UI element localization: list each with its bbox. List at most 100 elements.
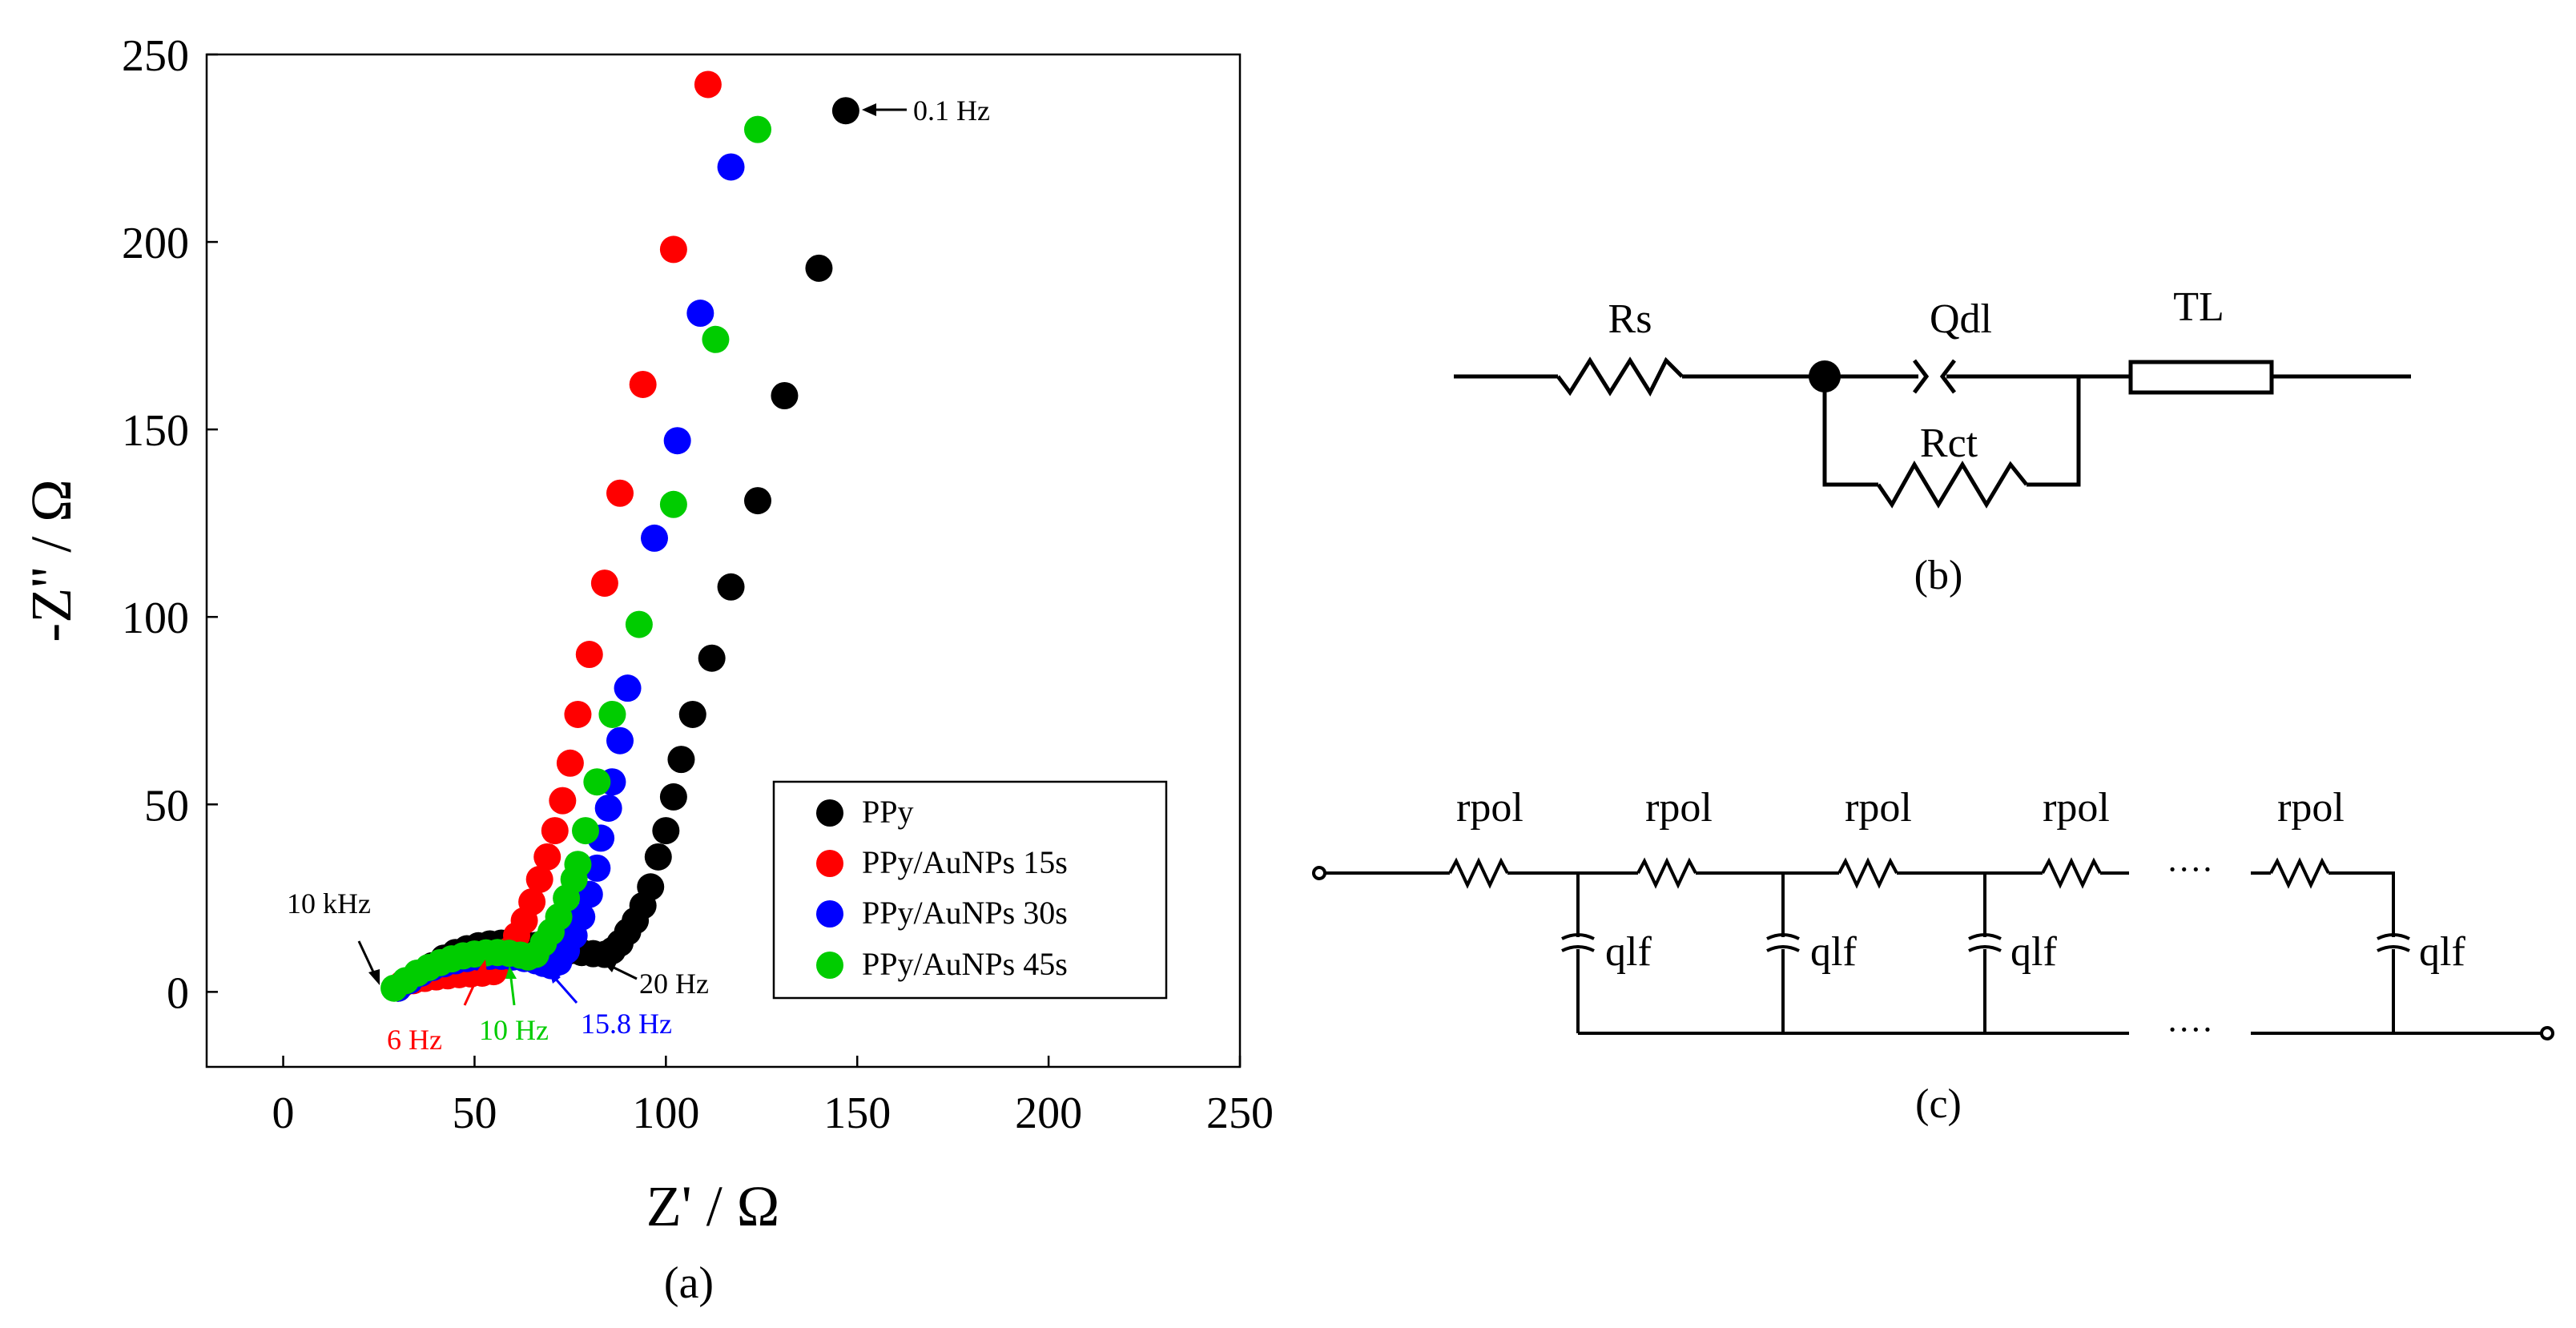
rpol-label: rpol: [2043, 785, 2110, 831]
tl-label: TL: [2173, 284, 2224, 330]
data-point: [678, 700, 706, 728]
legend-marker: [816, 799, 843, 827]
data-point: [698, 644, 726, 672]
x-axis-label: Z' / Ω: [646, 1174, 779, 1238]
y-tick-label: 100: [122, 594, 189, 643]
data-point: [575, 641, 603, 669]
annotation-label: 20 Hz: [639, 968, 709, 1000]
terminal-right: [2540, 1026, 2554, 1040]
x-tick-label: 200: [1015, 1089, 1082, 1138]
data-point: [831, 97, 859, 125]
data-point: [568, 903, 596, 931]
annotation-15-8hz: 15.8 Hz: [549, 971, 672, 1040]
y-tick-label: 50: [144, 781, 189, 831]
wire: [2328, 871, 2395, 937]
data-point: [771, 382, 799, 410]
qdl-cpe-left: [1913, 359, 1930, 394]
nyquist-chart: 0 50 100 150 200 250 0 50 100 150 200 250 Z' / Ω -…: [19, 31, 1274, 1308]
data-point: [614, 674, 642, 702]
annotation-label: 10 kHz: [287, 887, 371, 920]
qlf-capacitor: [2377, 933, 2410, 952]
data-point: [744, 487, 771, 515]
data-point: [663, 427, 691, 455]
qlf-capacitor: [1561, 933, 1595, 952]
annotation-10khz: 10 kHz: [287, 887, 380, 985]
data-point: [533, 843, 561, 871]
data-point: [686, 300, 714, 328]
annotation-label: 0.1 Hz: [913, 95, 990, 127]
data-point: [659, 783, 687, 811]
data-point: [659, 235, 687, 264]
ellipsis-bottom: ····: [2167, 1010, 2214, 1049]
data-point: [744, 115, 771, 143]
rpol-resistor: [2269, 857, 2330, 889]
data-point: [606, 726, 634, 755]
rpol-resistor: [2041, 857, 2102, 889]
qlf-capacitor: [1968, 933, 2002, 952]
plot-frame: [205, 53, 1242, 1068]
data-point: [667, 746, 695, 774]
rct-resistor: [1876, 461, 2028, 509]
annotation-label: 10 Hz: [479, 1014, 549, 1046]
data-point: [594, 794, 622, 822]
qlf-label: qlf: [2010, 929, 2057, 975]
rs-label: Rs: [1608, 296, 1652, 342]
x-tick-label: 0: [272, 1089, 295, 1138]
terminal-left: [1312, 866, 1326, 880]
x-tick-label: 100: [632, 1089, 699, 1138]
annotation-label: 15.8 Hz: [581, 1008, 672, 1040]
equivalent-circuit-b: [1454, 356, 2411, 509]
tl-element: [2128, 360, 2274, 395]
data-point: [518, 888, 546, 916]
legend: PPy PPy/AuNPs 15s PPy/AuNPs 30s PPy/AuNP…: [772, 780, 1168, 1000]
qlf-label: qlf: [1605, 929, 1652, 975]
data-point: [641, 524, 668, 552]
data-point: [564, 700, 592, 728]
data-point: [525, 865, 553, 893]
y-axis-label: -Z'' / Ω: [19, 479, 83, 642]
caption-a: (a): [664, 1258, 714, 1308]
data-point: [549, 787, 577, 815]
legend-marker: [816, 952, 843, 979]
data-point: [556, 749, 584, 777]
legend-marker: [816, 900, 843, 928]
data-point: [625, 610, 653, 638]
x-tick-label: 250: [1206, 1089, 1274, 1138]
data-point: [644, 843, 672, 871]
data-point: [805, 254, 833, 282]
data-point: [541, 817, 569, 845]
wire: [2027, 376, 2081, 487]
data-point: [590, 569, 618, 598]
data-point: [629, 370, 657, 398]
rs-resistor: [1556, 356, 1684, 397]
legend-label: PPy/AuNPs 30s: [862, 895, 1068, 931]
annotation-20hz: 20 Hz: [602, 961, 709, 1000]
data-point: [583, 768, 611, 796]
annotation-6hz: 6 Hz: [387, 960, 487, 1056]
legend-label: PPy/AuNPs 45s: [862, 946, 1068, 982]
annotation-0-1hz: 0.1 Hz: [862, 95, 990, 127]
y-axis-ticks: 0 50 100 150 200 250: [122, 31, 218, 1018]
transmission-line-c: [1312, 857, 2554, 1040]
qlf-label: qlf: [2419, 929, 2465, 975]
qdl-label: Qdl: [1930, 296, 1992, 342]
rpol-label: rpol: [1456, 785, 1523, 831]
rpol-resistor: [1448, 857, 1509, 889]
data-point: [717, 573, 745, 601]
annotation-10hz: 10 Hz: [479, 966, 549, 1046]
data-points: [380, 70, 859, 1002]
rpol-resistor: [1636, 857, 1697, 889]
qlf-capacitor: [1766, 933, 1800, 952]
legend-label: PPy: [862, 794, 914, 830]
data-point: [572, 817, 599, 845]
legend-marker: [816, 850, 843, 877]
qdl-cpe-right: [1939, 359, 1956, 394]
data-point: [659, 490, 687, 518]
data-point: [717, 153, 745, 181]
rpol-label: rpol: [1845, 785, 1912, 831]
y-tick-label: 200: [122, 219, 189, 268]
y-tick-label: 250: [122, 31, 189, 81]
legend-label: PPy/AuNPs 15s: [862, 844, 1068, 880]
y-tick-label: 150: [122, 406, 189, 456]
